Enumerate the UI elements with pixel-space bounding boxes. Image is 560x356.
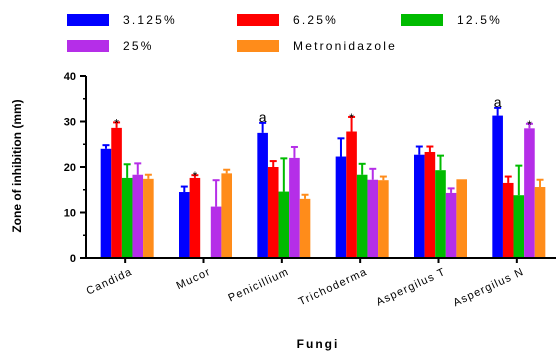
legend-swatch-3-125	[67, 14, 109, 26]
x-tick-label-aspergilus-t: Aspergilus T	[374, 266, 447, 309]
y-tick-label-20: 20	[64, 162, 76, 174]
bar-aspergilus-n-25	[524, 128, 535, 258]
legend-label-3-125: 3.125%	[123, 13, 177, 27]
bar-trichoderma-25	[367, 179, 379, 258]
annotation-penicillium-3-125: a	[259, 109, 267, 125]
y-tick-label-40: 40	[64, 71, 76, 83]
bar-mucor-25	[210, 206, 222, 258]
annotation-candida-6-25: *	[114, 116, 119, 130]
bar-penicillium-6-25	[267, 167, 279, 258]
annotation-aspergilus-n-3-125: a	[494, 94, 502, 110]
bar-candida-3-125	[100, 148, 112, 258]
x-tick-label-candida: Candida	[85, 266, 135, 298]
bar-candida-metronidazole	[143, 178, 154, 258]
legend: 3.125% 6.25% 12.5% 25% Metronidazole	[67, 13, 502, 53]
bar-trichoderma-12-5	[356, 174, 368, 258]
x-axis-label: Fungi	[297, 337, 340, 351]
bar-penicillium-metronidazole	[299, 198, 311, 258]
bar-mucor-3-125	[179, 192, 190, 258]
x-tick-label-trichoderma: Trichoderma	[297, 266, 370, 308]
annotation-aspergilus-n-25: *	[527, 118, 532, 132]
y-tick-label-10: 10	[64, 208, 76, 220]
bar-aspergilus-t-12-5	[435, 170, 446, 258]
significance-marks: * * a * a *	[114, 94, 532, 183]
legend-label-25: 25%	[123, 39, 154, 53]
x-tick-label-aspergilus-n: Aspergilus N	[451, 266, 526, 309]
y-axis-label: Zone of inhibition (mm)	[10, 99, 24, 232]
legend-label-6-25: 6.25%	[293, 13, 338, 27]
bar-aspergilus-t-metronidazole	[456, 179, 467, 258]
bar-aspergilus-n-6-25	[502, 182, 514, 258]
bar-aspergilus-n-3-125	[492, 115, 503, 259]
bar-candida-25	[132, 174, 144, 258]
bar-aspergilus-t-6-25	[424, 151, 436, 258]
legend-label-12-5: 12.5%	[457, 13, 502, 27]
bar-mucor-metronidazole	[221, 173, 232, 258]
bar-penicillium-12-5	[278, 191, 290, 258]
legend-swatch-6-25	[237, 14, 279, 26]
bar-aspergilus-n-12-5	[513, 195, 525, 258]
bar-trichoderma-6-25	[346, 131, 357, 258]
annotation-trichoderma-6-25: *	[349, 111, 354, 125]
legend-swatch-25	[67, 40, 109, 52]
x-tick-label-penicillium: Penicillium	[226, 266, 291, 305]
bar-trichoderma-metronidazole	[378, 180, 389, 258]
bar-candida-6-25	[111, 127, 122, 259]
legend-swatch-12-5	[401, 14, 443, 26]
bar-aspergilus-t-25	[445, 192, 457, 258]
bar-penicillium-25	[289, 157, 300, 258]
legend-label-metronidazole: Metronidazole	[293, 39, 397, 53]
bars	[100, 115, 546, 259]
x-tick-label-mucor: Mucor	[175, 266, 213, 292]
bar-penicillium-3-125	[257, 132, 268, 258]
bar-mucor-6-25	[189, 177, 201, 258]
annotation-mucor-6-25: *	[193, 169, 198, 183]
bar-candida-12-5	[121, 177, 133, 258]
y-tick-label-0: 0	[70, 253, 76, 265]
legend-swatch-metronidazole	[237, 40, 279, 52]
y-tick-label-30: 30	[64, 117, 76, 129]
bar-aspergilus-n-metronidazole	[534, 187, 546, 258]
error-bars	[102, 106, 544, 207]
bar-trichoderma-3-125	[335, 156, 347, 258]
bar-aspergilus-t-3-125	[414, 154, 425, 258]
